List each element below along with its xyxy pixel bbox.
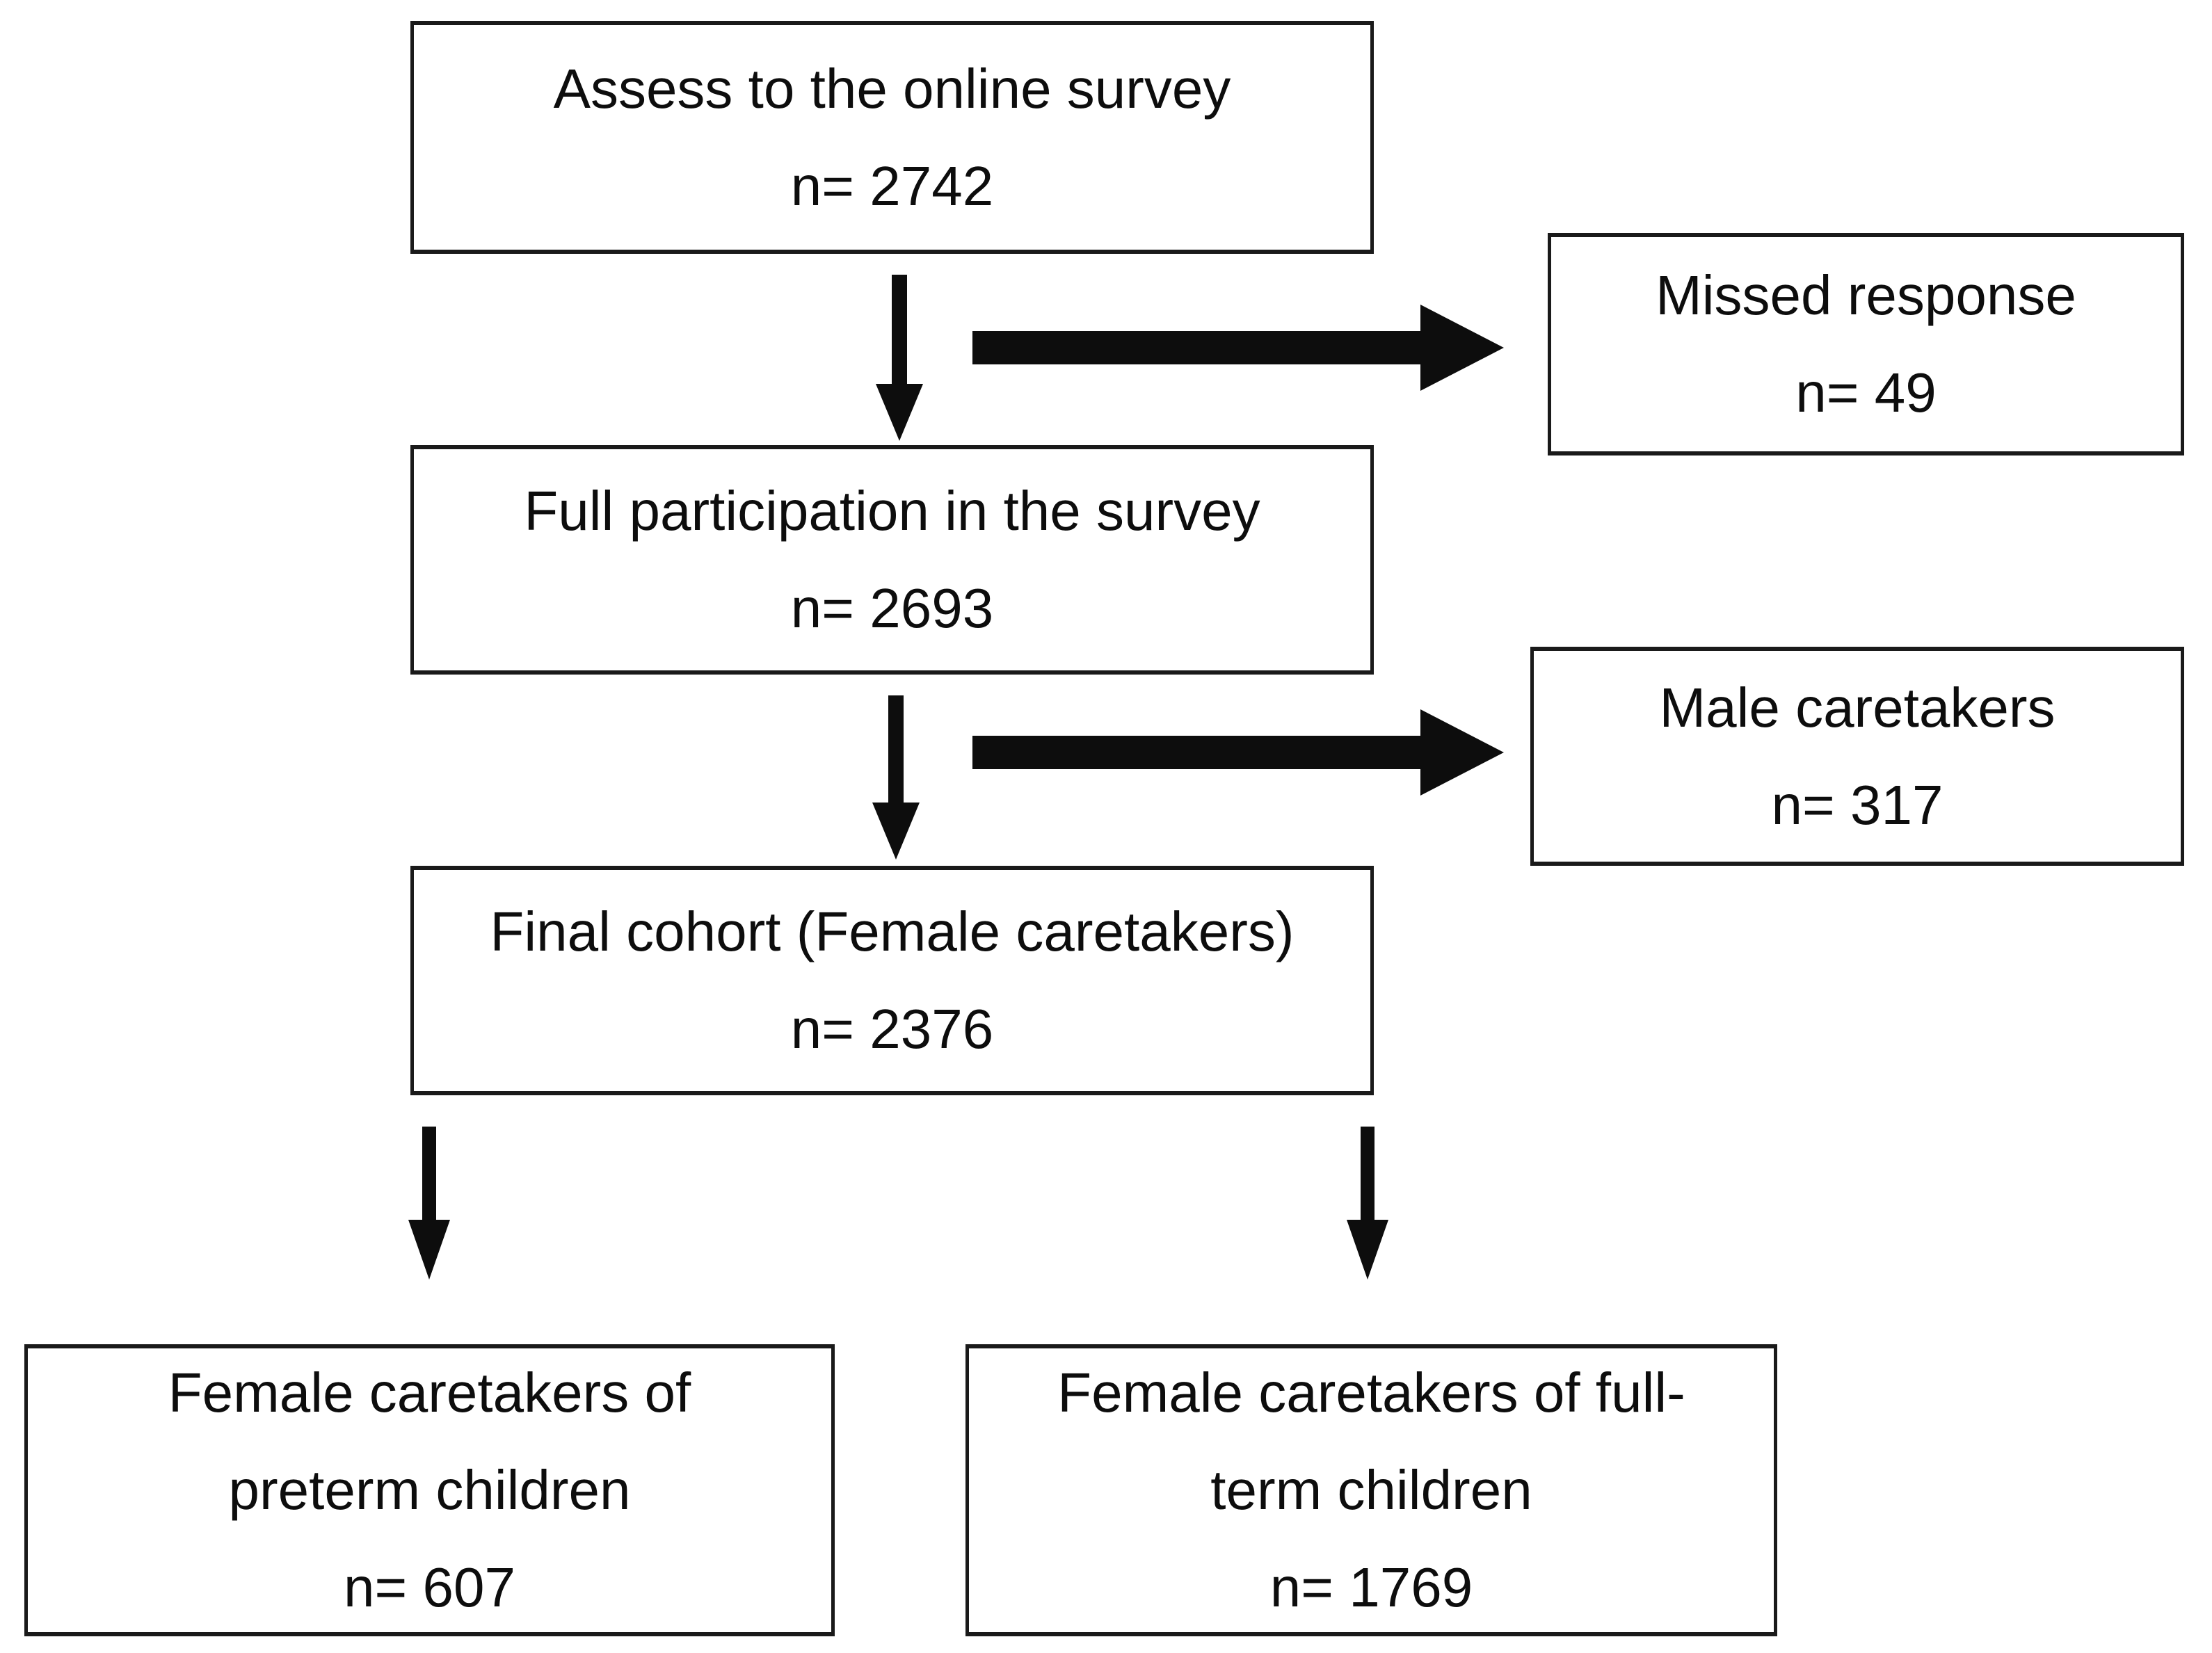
node-label: preterm children [228, 1459, 631, 1521]
node-label: Full participation in the survey [524, 480, 1260, 542]
node-count: n= 2693 [790, 577, 994, 639]
node-count: n= 49 [1795, 362, 1937, 424]
arrow-full-to-male [972, 709, 1504, 796]
node-missed-response: Missed response n= 49 [1548, 233, 2184, 455]
node-count: n= 607 [344, 1556, 515, 1618]
arrow-final-to-fullterm [1347, 1127, 1388, 1280]
node-label: Female caretakers of [168, 1362, 691, 1424]
arrow-assess-to-missed [972, 305, 1504, 391]
node-label: Male caretakers [1659, 676, 2055, 739]
node-label: Assess to the online survey [553, 57, 1231, 120]
node-male-caretakers: Male caretakers n= 317 [1530, 647, 2184, 866]
node-final-cohort: Final cohort (Female caretakers) n= 2376 [410, 866, 1374, 1095]
node-fullterm-caretakers: Female caretakers of full- term children… [965, 1344, 1777, 1636]
node-count: n= 2376 [790, 998, 994, 1060]
node-full-participation: Full participation in the survey n= 2693 [410, 445, 1374, 675]
node-label: Female caretakers of full- [1057, 1362, 1685, 1424]
node-count: n= 317 [1771, 773, 1943, 836]
node-preterm-caretakers: Female caretakers of preterm children n=… [24, 1344, 835, 1636]
arrow-assess-to-full [876, 275, 923, 441]
node-label: term children [1210, 1459, 1532, 1521]
node-assess-online-survey: Assess to the online survey n= 2742 [410, 21, 1374, 254]
node-label: Missed response [1656, 264, 2076, 326]
node-count: n= 2742 [790, 154, 994, 217]
node-count: n= 1769 [1269, 1556, 1473, 1618]
node-label: Final cohort (Female caretakers) [490, 901, 1295, 962]
arrow-full-to-final [872, 695, 920, 860]
arrow-final-to-preterm [408, 1127, 450, 1280]
